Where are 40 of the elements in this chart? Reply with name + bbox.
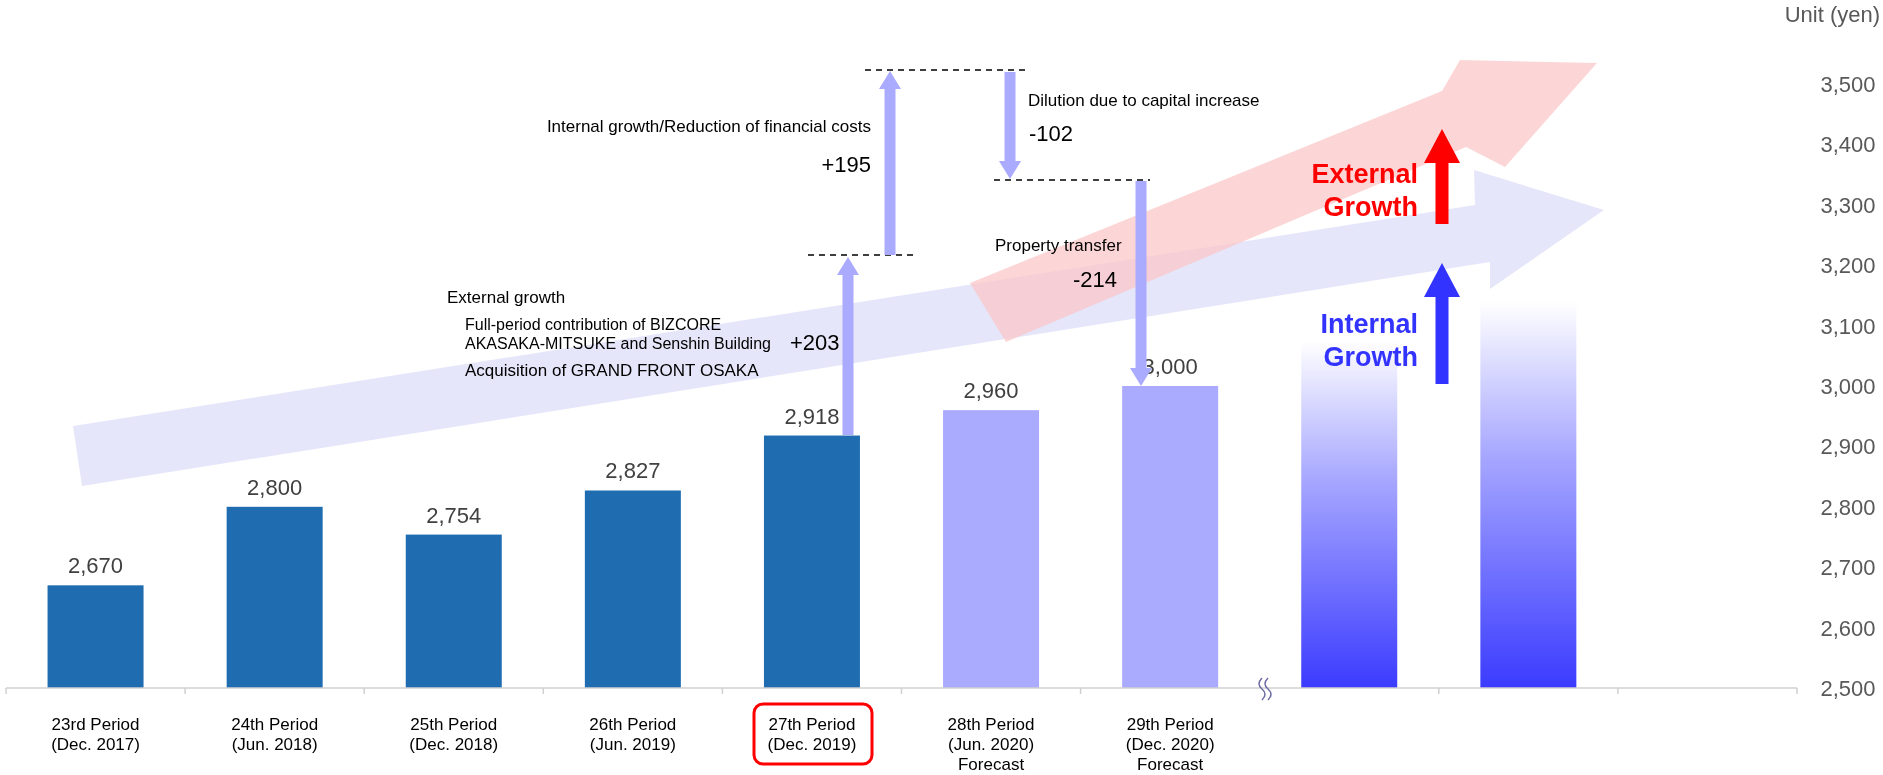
- data-label: 2,800: [247, 474, 303, 500]
- y-tick-label: 3,200: [1820, 253, 1876, 279]
- annotation: Growth: [1323, 192, 1418, 222]
- annotation: -102: [1029, 121, 1074, 146]
- annotation: Internal growth/Reduction of financial costs: [546, 117, 871, 136]
- x-tick-label: 28th Period (Jun. 2020) Forecast: [947, 715, 1035, 774]
- annotation: Internal: [1320, 309, 1418, 339]
- x-tick-label: 29th Period (Dec. 2020) Forecast: [1125, 715, 1215, 774]
- data-label: 2,670: [68, 553, 124, 579]
- y-axis-title: Unit (yen): [1784, 2, 1880, 27]
- y-tick-label: 3,100: [1820, 313, 1876, 339]
- data-label: 2,754: [426, 502, 482, 528]
- annotation: AKASAKA-MITSUKE and Senshin Building: [465, 335, 771, 352]
- annotation: Growth: [1323, 342, 1418, 372]
- x-tick-label: 27th Period (Dec. 2019): [767, 715, 857, 754]
- annotation: Full-period contribution of BIZCORE: [465, 316, 722, 333]
- y-tick-label: 2,800: [1820, 494, 1876, 520]
- annotation: Property transfer: [995, 236, 1122, 255]
- x-tick-label: 26th Period (Jun. 2019): [589, 715, 677, 754]
- y-tick-label: 2,500: [1820, 676, 1876, 701]
- x-tick-label: 25th Period (Dec. 2018): [409, 715, 499, 754]
- data-label: 2,918: [784, 403, 840, 429]
- data-label: 2,960: [963, 378, 1019, 404]
- data-label: 2,827: [605, 458, 661, 484]
- x-tick-label: 24th Period (Jun. 2018): [231, 715, 319, 754]
- annotation: +203: [790, 330, 840, 355]
- y-tick-label: 2,900: [1820, 434, 1876, 460]
- annotation: -214: [1073, 267, 1118, 292]
- annotation: Dilution due to capital increase: [1028, 91, 1260, 110]
- x-tick-label: 23rd Period (Dec. 2017): [51, 715, 140, 754]
- y-tick-label: 3,300: [1820, 192, 1876, 218]
- y-tick-label: 3,400: [1820, 132, 1876, 158]
- y-tick-label: 2,700: [1820, 555, 1876, 581]
- y-tick-label: 2,600: [1820, 615, 1876, 641]
- annotation: Acquisition of GRAND FRONT OSAKA: [465, 361, 760, 380]
- annotation: External: [1311, 159, 1418, 189]
- y-tick-label: 3,000: [1820, 374, 1876, 399]
- annotation: +195: [821, 152, 871, 177]
- y-tick-label: 3,500: [1820, 72, 1876, 97]
- annotation: External growth: [447, 288, 566, 307]
